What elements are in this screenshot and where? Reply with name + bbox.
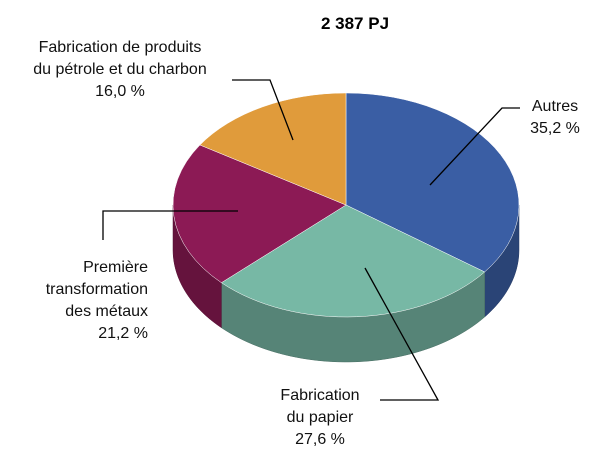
- slice-label: Autres 35,2 %: [520, 96, 590, 140]
- slice-label: Fabrication de produits du pétrole et du…: [0, 37, 240, 103]
- slice-label: Fabrication du papier 27,6 %: [260, 385, 380, 451]
- category-name: Première transformation des métaux: [45, 259, 148, 320]
- chart-title: 2 387 PJ: [320, 14, 390, 33]
- slice-label: Première transformation des métaux 21,2 %: [20, 257, 148, 345]
- category-name: Fabrication de produits du pétrole et du…: [33, 39, 207, 78]
- value-label: 16,0 %: [95, 83, 145, 100]
- slice: [199, 92, 347, 206]
- slice: [172, 144, 347, 283]
- value-label: 21,2 %: [98, 325, 148, 342]
- category-name: Autres: [531, 98, 579, 115]
- leader-line: [429, 107, 520, 186]
- value-label: 35,2 %: [530, 120, 580, 137]
- category-name: Fabrication du papier: [280, 387, 360, 426]
- leader-line: [232, 79, 294, 141]
- value-label: 27,6 %: [295, 431, 345, 448]
- leader-line: [364, 267, 440, 401]
- slice: [220, 204, 486, 318]
- leader-line: [102, 210, 238, 240]
